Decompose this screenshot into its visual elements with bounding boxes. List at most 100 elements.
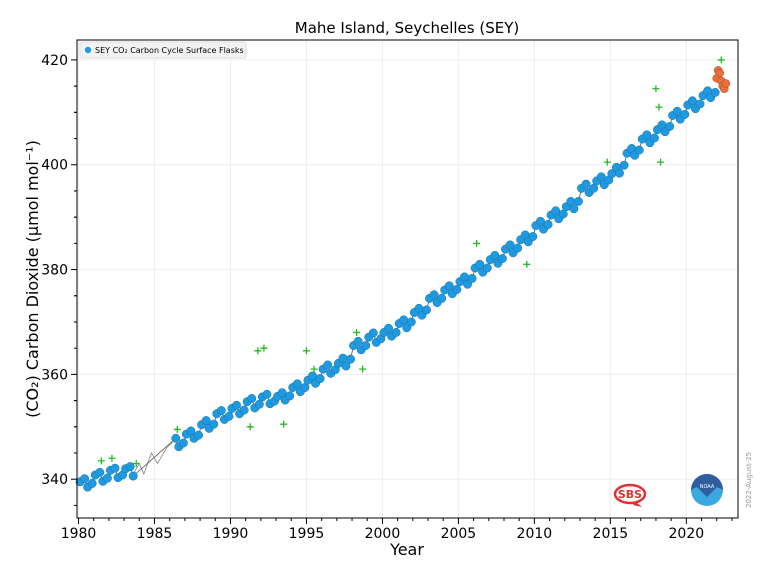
data-point [406,317,416,327]
data-point [687,96,697,106]
flagged-point [657,158,665,166]
x-tick-label: 2015 [593,526,629,542]
flagged-point [132,459,140,467]
data-point [467,274,477,283]
data-point [346,354,355,364]
x-tick-label: 1995 [289,526,325,542]
data-point [710,87,720,97]
data-point [490,250,500,260]
data-point [619,160,629,170]
flagged-point [108,454,116,462]
data-point [573,196,583,206]
data-point [475,259,485,269]
data-point [194,430,204,440]
data-point [201,416,211,425]
data-point [422,305,431,315]
x-tick-label: 2020 [669,526,705,542]
svg-text:NOAA: NOAA [700,484,715,490]
data-point [338,353,348,363]
data-point [87,478,97,488]
data-point [361,341,371,351]
data-point [596,172,606,182]
plot-frame [76,39,739,519]
preliminary-point [715,68,725,78]
data-point [247,394,257,403]
preliminary-series [712,66,731,93]
data-point [262,389,272,399]
flagged-point [359,365,367,373]
legend-box [79,41,247,59]
data-point [292,379,302,389]
flagged-point [246,423,254,431]
y-tick-label: 340 [41,472,68,488]
data-point [224,411,234,421]
y-tick-label: 360 [41,367,68,383]
data-point [543,220,553,229]
x-tick-label: 1980 [61,526,97,542]
flagged-point [523,260,531,268]
data-point [429,290,439,300]
flagged-point [353,328,361,336]
data-point [323,360,333,370]
data-point [125,462,135,472]
x-tick-label: 2005 [441,526,477,542]
data-point [353,336,363,346]
data-point [80,474,90,484]
main-series [75,86,720,492]
data-point [642,130,652,140]
flagged-point [717,56,725,64]
sbs-logo: SBS [613,483,647,507]
data-point [649,133,659,143]
main-series-line [79,90,716,488]
data-point [498,254,507,264]
chart-title: Mahe Island, Seychelles (SEY) [295,19,519,37]
data-point [178,438,188,448]
flagged-point [652,85,660,93]
data-point [239,405,249,415]
noaa-logo: NOAA [691,474,723,506]
flagged-point [603,158,611,166]
flagged-point [473,239,481,247]
data-point [209,419,219,429]
x-axis-label: Year [389,540,424,559]
x-tick-label: 2000 [365,526,401,542]
data-point [128,471,138,481]
svg-text:SBS: SBS [618,488,642,501]
data-point [232,400,242,410]
flagged-point [260,344,268,352]
date-stamp: 2022-August-25 [745,452,753,508]
data-point [536,216,545,226]
y-axis-label: (CO₂) Carbon Dioxide (μmol mol⁻¹) [23,140,42,418]
preliminary-point [721,79,731,88]
data-point [285,391,295,401]
data-point [581,179,591,189]
data-point [341,361,351,371]
flagged-series [97,56,725,467]
data-point [513,243,523,253]
data-point [452,285,462,294]
x-tick-label: 2010 [517,526,553,542]
legend: SEY CO₂ Carbon Cycle Surface Flasks [79,41,247,59]
data-point [102,473,112,483]
legend-label: SEY CO₂ Carbon Cycle Surface Flasks [95,46,244,55]
flagged-point [280,420,288,428]
data-point [695,99,705,109]
data-point [368,328,378,338]
data-point [95,467,105,477]
flagged-point [173,425,181,433]
data-point [680,109,690,119]
data-point [672,106,682,116]
data-point [110,463,120,473]
data-point [315,374,325,384]
flagged-point [310,365,318,373]
data-point [216,406,226,416]
flagged-point [254,347,262,355]
y-tick-label: 380 [41,263,68,279]
legend-marker [84,46,92,54]
y-axis: 340 360 380 400 420 [41,53,77,506]
data-point [444,281,454,291]
data-point [437,293,447,303]
data-point [391,328,401,337]
y-tick-label: 400 [41,158,68,174]
